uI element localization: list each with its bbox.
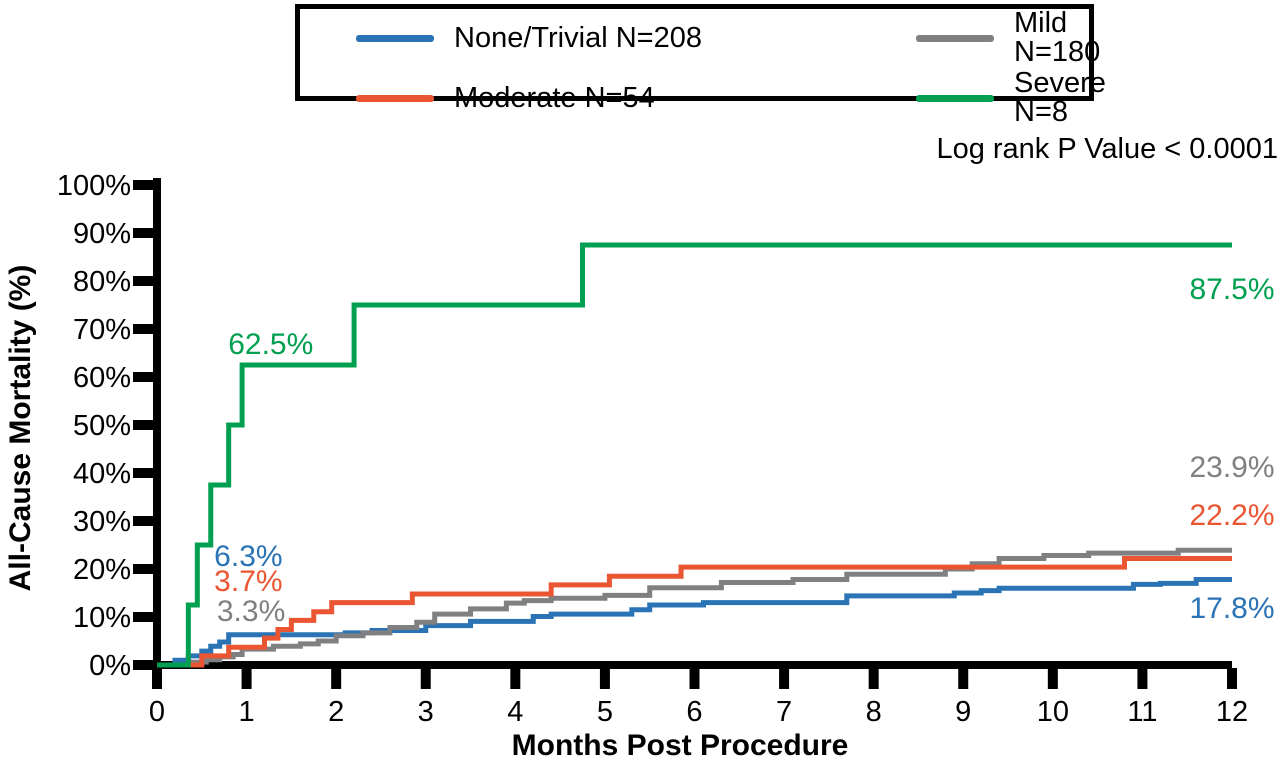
x-axis-tick (420, 668, 431, 689)
series-curve-none-trivial (157, 577, 1232, 668)
y-axis-tick (133, 516, 157, 526)
legend-item-none-trivial: None/Trivial N=208 (356, 9, 916, 67)
y-tick-label: 90% (73, 218, 131, 250)
x-tick-label: 9 (955, 696, 971, 728)
x-tick-label: 2 (328, 696, 344, 728)
x-tick-label: 12 (1216, 696, 1248, 728)
x-axis-tick (779, 668, 790, 689)
x-tick-label: 11 (1127, 696, 1157, 728)
legend-line-mild-icon (916, 34, 994, 42)
y-axis-tick (133, 612, 157, 622)
x-tick-label: 4 (507, 696, 523, 728)
annotation-6.3%: 6.3% (214, 540, 282, 573)
x-axis-tick (152, 668, 162, 689)
y-axis-tick (133, 228, 157, 238)
y-axis-tick (133, 324, 157, 334)
legend-label-severe: Severe N=8 (1014, 67, 1106, 128)
x-axis-tick (868, 668, 879, 689)
legend-box: None/Trivial N=208 Mild N=180 Moderate N… (295, 4, 1106, 127)
x-axis-tick (689, 668, 700, 689)
x-axis-tick (958, 668, 969, 689)
legend-label-moderate: Moderate N=54 (454, 81, 655, 114)
y-tick-label: 80% (73, 266, 131, 298)
x-axis-tick (241, 668, 252, 689)
annotation-3.3%: 3.3% (217, 595, 285, 628)
x-tick-label: 0 (149, 696, 165, 728)
annotation-22.2%: 22.2% (1189, 499, 1274, 532)
annotation-87.5%: 87.5% (1189, 273, 1274, 306)
y-axis-tick (133, 372, 157, 382)
annotation-3.7%: 3.7% (214, 565, 282, 598)
y-tick-label: 100% (57, 170, 131, 202)
legend-line-none-trivial-icon (356, 34, 434, 42)
y-axis-tick (133, 180, 157, 190)
x-tick-label: 10 (1037, 696, 1069, 728)
log-rank-p-value-label: Log rank P Value < 0.0001 (936, 133, 1278, 165)
x-tick-label: 8 (866, 696, 882, 728)
y-axis-tick (133, 564, 157, 574)
legend-item-mild: Mild N=180 (916, 9, 1106, 67)
legend-label-mild: Mild N=180 (1014, 7, 1101, 68)
y-axis-tick (133, 468, 157, 478)
series-curve-severe (157, 242, 1232, 668)
annotation-62.5%: 62.5% (228, 328, 313, 361)
y-tick-label: 30% (73, 506, 131, 538)
y-tick-label: 50% (73, 410, 131, 442)
y-axis-title: All-Cause Mortality (%) (4, 264, 37, 592)
x-tick-label: 3 (418, 696, 434, 728)
x-tick-label: 1 (239, 696, 255, 728)
legend-line-severe-icon (916, 94, 994, 102)
y-axis-tick (133, 420, 157, 430)
x-axis-tick (599, 668, 610, 689)
axis-spine (153, 178, 1232, 669)
legend-item-severe: Severe N=8 (916, 69, 1106, 127)
x-tick-label: 7 (776, 696, 792, 728)
x-axis-tick (1137, 668, 1148, 689)
x-axis-title: Months Post Procedure (511, 729, 849, 762)
legend-item-moderate: Moderate N=54 (356, 69, 916, 127)
x-axis-tick (331, 668, 342, 689)
y-tick-label: 40% (73, 458, 131, 490)
y-tick-label: 10% (73, 602, 131, 634)
x-tick-label: 6 (686, 696, 702, 728)
y-tick-label: 70% (73, 314, 131, 346)
x-axis-tick (1227, 668, 1237, 689)
y-axis-tick (133, 276, 157, 286)
x-tick-label: 5 (597, 696, 613, 728)
x-axis-tick (510, 668, 521, 689)
legend-label-none-trivial: None/Trivial N=208 (454, 21, 702, 54)
y-axis-tick (133, 660, 157, 670)
y-tick-label: 60% (73, 362, 131, 394)
y-tick-label: 20% (73, 554, 131, 586)
x-axis-tick (1047, 668, 1058, 689)
annotation-23.9%: 23.9% (1189, 451, 1274, 484)
legend-line-moderate-icon (356, 94, 434, 102)
series-curve-moderate (157, 555, 1232, 668)
annotation-17.8%: 17.8% (1189, 592, 1274, 625)
y-tick-label: 0% (89, 650, 131, 682)
